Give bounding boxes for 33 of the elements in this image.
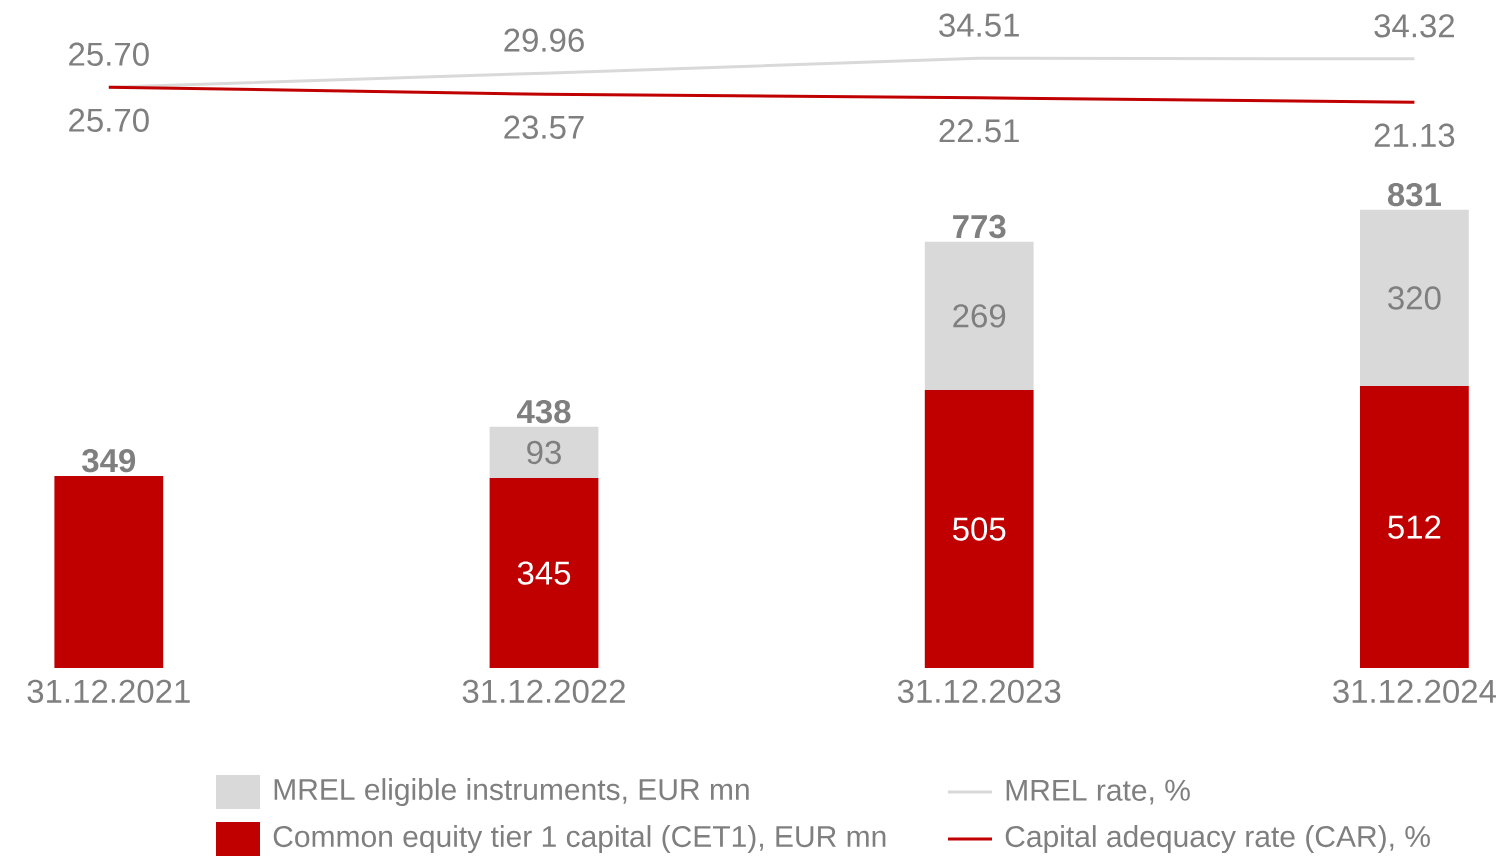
total-label: 349 [82,448,136,473]
legend-label: MREL eligible instruments, EUR mn [274,778,749,807]
data-label: 93 [527,440,561,465]
x-tick-label: 31.12.2023 [897,679,1061,703]
data-label: 25.70 [69,42,149,66]
data-label: 320 [1388,286,1441,310]
data-label: 34.32 [1374,14,1455,38]
x-tick-label: 31.12.2021 [27,679,190,703]
data-label: 21.13 [1374,123,1455,147]
data-label: 22.51 [939,119,1019,143]
x-tick-label: 31.12.2024 [1333,679,1496,703]
data-label: 23.57 [504,115,584,139]
bar [1360,209,1469,387]
data-label: 512 [1388,515,1441,539]
bar [924,241,1034,390]
bar [924,389,1034,669]
legend-label: Capital adequacy rate (CAR), % [1005,825,1430,854]
total-label: 773 [953,214,1006,239]
legend-label: MREL rate, % [1006,779,1190,805]
x-tick-label: 31.12.2022 [462,679,625,703]
bar [54,475,164,669]
data-label: 345 [517,561,571,585]
data-label: 269 [953,304,1006,328]
total-label: 438 [516,399,571,424]
total-label: 831 [1387,182,1441,207]
data-label: 34.51 [939,13,1019,37]
bar [489,478,599,669]
legend-label: Common equity tier 1 capital (CET1), EUR mn [273,825,886,854]
bar [1360,386,1469,669]
data-label: 29.96 [504,28,584,52]
bar [489,426,599,479]
data-label: 25.70 [69,108,149,132]
data-label: 505 [952,517,1006,541]
